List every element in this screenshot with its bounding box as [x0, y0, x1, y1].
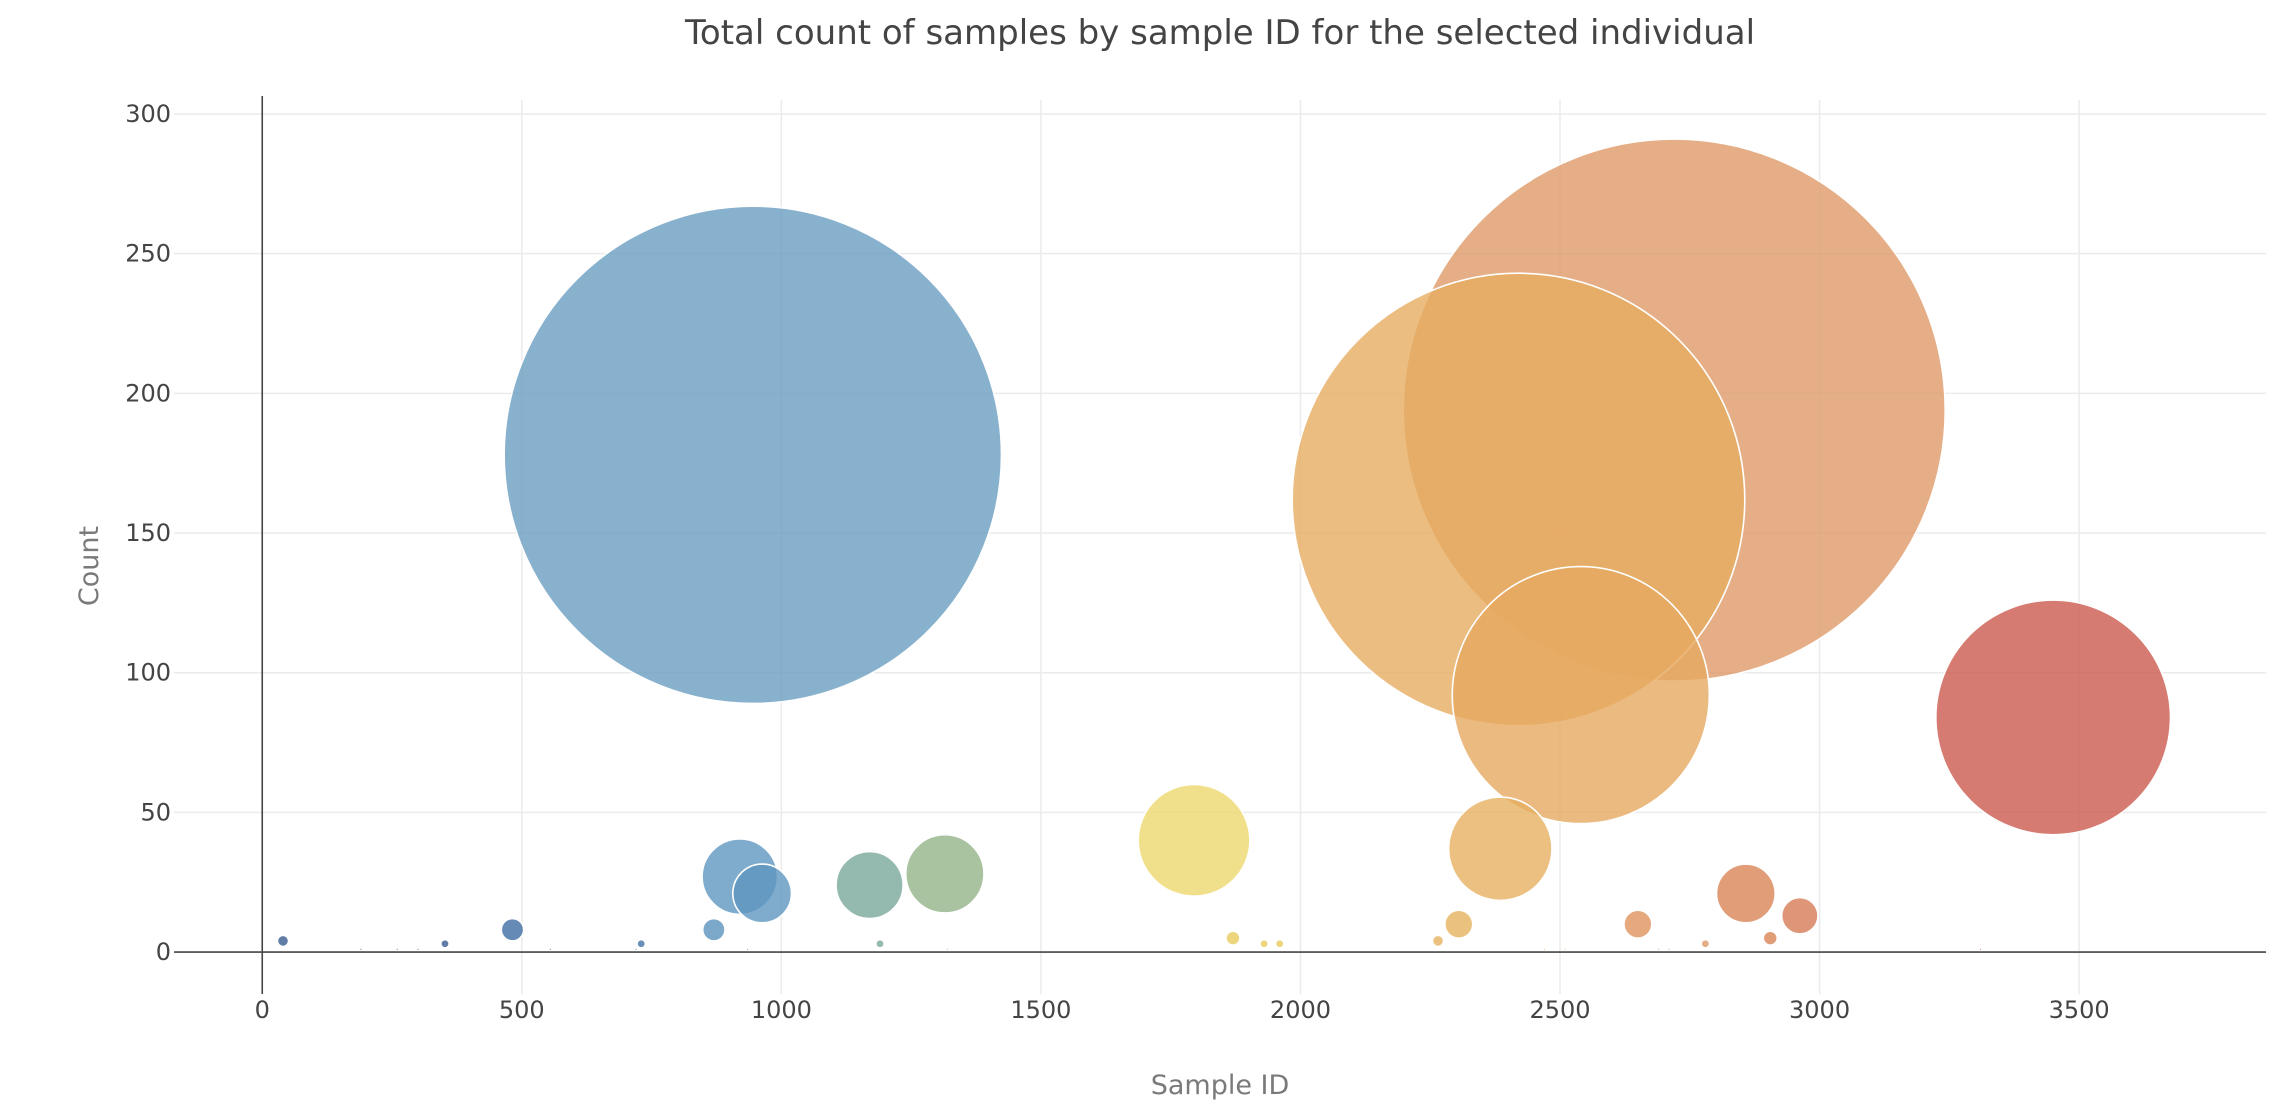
bubble-point[interactable] — [1259, 938, 1270, 949]
x-tick-label: 0 — [255, 996, 270, 1024]
y-tick-label: 0 — [156, 938, 171, 966]
x-tick-label: 2500 — [1529, 996, 1590, 1024]
bubble-point[interactable] — [1700, 938, 1711, 949]
bubble-point[interactable] — [904, 833, 985, 914]
bubble-series — [276, 138, 2172, 952]
bubble-point[interactable] — [1935, 599, 2172, 836]
bubble-point[interactable] — [358, 947, 364, 952]
chart-title: Total count of samples by sample ID for … — [684, 13, 1755, 53]
y-tick-label: 200 — [125, 379, 171, 407]
bubble-point[interactable] — [503, 205, 1003, 705]
x-tick-label: 1500 — [1010, 996, 1071, 1024]
y-tick-label: 250 — [125, 240, 171, 268]
y-tick-label: 100 — [125, 659, 171, 687]
bubble-point[interactable] — [500, 917, 525, 942]
bubble-point[interactable] — [633, 947, 639, 952]
bubble-point[interactable] — [1447, 796, 1553, 902]
x-tick-label: 3000 — [1789, 996, 1850, 1024]
bubble-point[interactable] — [1666, 947, 1672, 952]
bubble-point[interactable] — [732, 863, 793, 924]
bubble-point[interactable] — [835, 850, 904, 920]
bubble-point[interactable] — [874, 938, 885, 949]
x-tick-label: 3500 — [2049, 996, 2110, 1024]
bubble-point[interactable] — [548, 947, 553, 952]
bubble-point[interactable] — [1978, 947, 1983, 952]
bubble-point[interactable] — [439, 938, 450, 949]
bubble-point[interactable] — [276, 934, 290, 948]
bubble-point[interactable] — [1444, 909, 1474, 939]
bubble-point[interactable] — [1542, 947, 1547, 952]
bubble-point[interactable] — [1623, 909, 1653, 939]
bubble-point[interactable] — [745, 947, 750, 952]
bubble-point[interactable] — [1762, 930, 1779, 946]
bubble-point[interactable] — [1780, 896, 1819, 935]
bubble-point[interactable] — [1137, 783, 1251, 898]
bubble-point[interactable] — [395, 947, 400, 952]
bubble-point[interactable] — [1225, 930, 1241, 946]
y-axis-label: Count — [74, 526, 105, 606]
bubble-point[interactable] — [945, 947, 950, 952]
bubble-point[interactable] — [701, 917, 726, 942]
x-tick-label: 500 — [499, 996, 545, 1024]
bubble-point[interactable] — [1656, 947, 1661, 952]
bubble-point[interactable] — [1451, 565, 1711, 825]
y-tick-label: 50 — [140, 798, 171, 826]
bubble-point[interactable] — [1274, 938, 1285, 949]
x-tick-label: 2000 — [1270, 996, 1331, 1024]
bubble-point[interactable] — [636, 938, 647, 949]
x-axis-label: Sample ID — [1151, 1070, 1290, 1101]
y-tick-label: 150 — [125, 519, 171, 547]
x-tick-label: 1000 — [751, 996, 812, 1024]
axes — [174, 96, 2266, 994]
bubble-point[interactable] — [1431, 934, 1445, 948]
bubble-point[interactable] — [415, 947, 421, 952]
y-tick-label: 300 — [125, 100, 171, 128]
bubble-point[interactable] — [1563, 947, 1568, 952]
bubble-point[interactable] — [1715, 863, 1776, 924]
